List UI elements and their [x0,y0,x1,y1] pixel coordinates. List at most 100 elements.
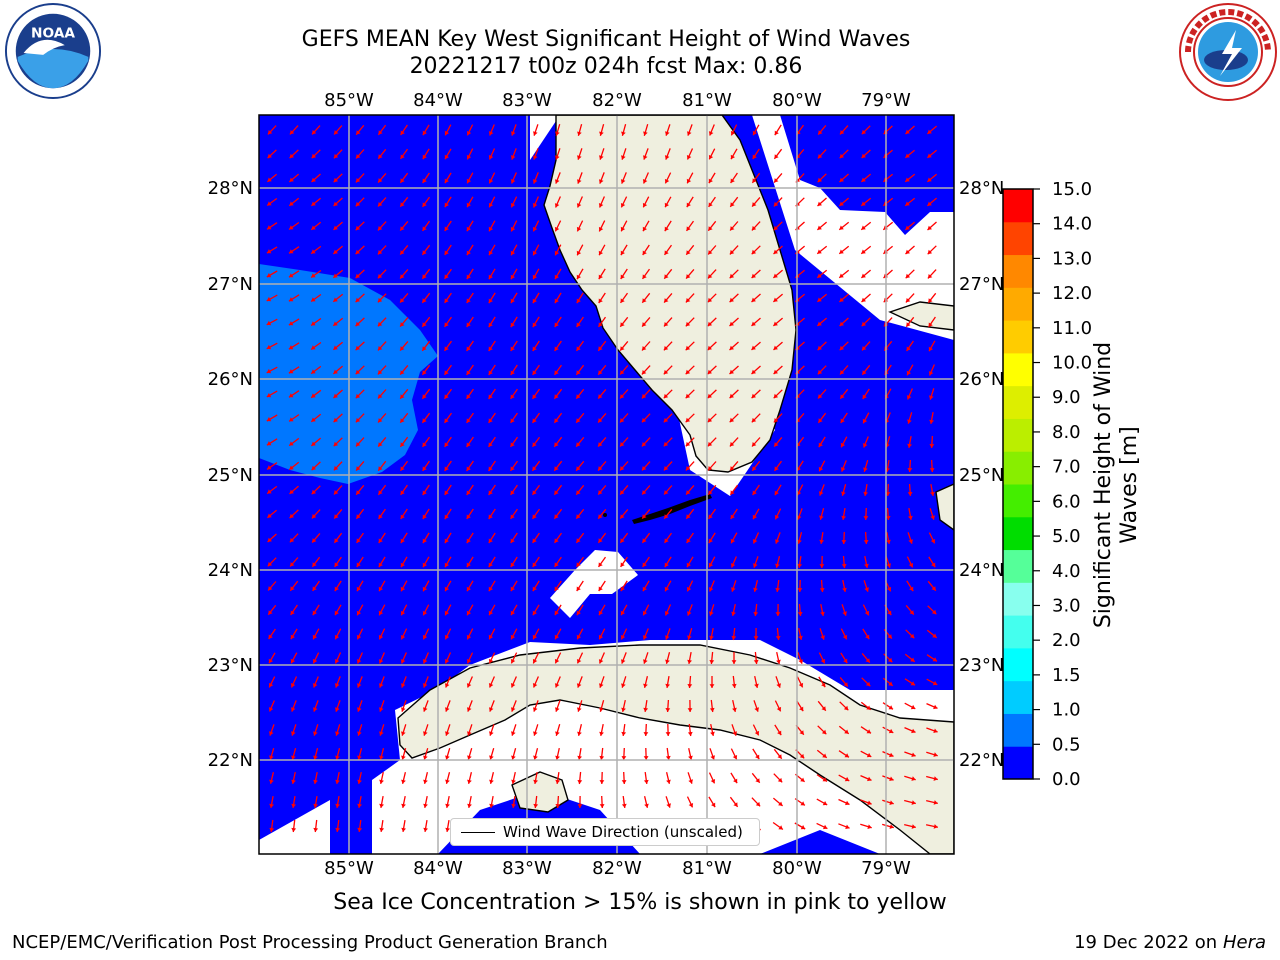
wave-direction-arrowhead [357,755,362,760]
wave-direction-arrowhead [333,345,338,350]
wave-direction-arrowhead [817,297,822,302]
wave-direction-arrowhead [269,755,274,760]
wave-direction-arrowhead [708,131,714,136]
wave-direction-arrowhead [466,634,472,640]
wave-direction-arrowhead [488,370,493,375]
wave-direction-arrowhead [642,202,648,208]
wave-direction-arrowhead [889,776,894,781]
wave-direction-arrowhead [334,610,339,616]
wave-direction-arrowhead [400,178,405,183]
wave-direction-arrowhead [532,346,537,351]
wave-direction-arrowhead [844,776,850,782]
wave-direction-arrowhead [642,490,647,495]
noaa-logo: NOAA [4,2,102,100]
wave-direction-arrowhead [753,563,758,568]
wave-direction-arrowhead [269,827,275,832]
colorbar-frame [1002,188,1034,780]
wave-direction-arrowhead [686,155,692,160]
wave-direction-arrowhead [800,825,806,830]
wave-direction-arrowhead [355,273,360,279]
wave-direction-arrowhead [444,202,449,208]
wave-direction-arrowhead [379,803,384,808]
wave-direction-arrowhead [466,298,471,303]
wave-direction-arrowhead [664,514,669,519]
wave-direction-arrowhead [267,561,273,567]
florida-keys [603,494,712,524]
wave-direction-arrowhead [268,682,274,688]
wave-direction-arrowhead [267,177,272,182]
wave-direction-arrowhead [800,801,805,806]
colorbar-tick-label: 0.0 [1052,769,1081,790]
wave-direction-arrowhead [643,131,648,136]
wave-direction-arrowhead [711,802,716,808]
wave-direction-arrowhead [905,273,911,279]
wave-direction-arrowhead [313,731,318,736]
wave-direction-arrowhead [554,298,559,304]
wave-direction-arrowhead [905,177,910,182]
wave-direction-arrowhead [311,489,317,495]
wave-direction-arrowhead [356,634,362,640]
wave-direction-arrowhead [599,131,604,136]
wave-direction-arrowhead [422,274,427,279]
wave-direction-arrowhead [752,514,757,520]
wave-direction-arrowhead [599,780,605,784]
wave-direction-arrowhead [752,539,758,544]
lat-tick-right: 28°N [959,178,1004,199]
wave-direction-arrowhead [466,683,472,688]
wave-direction-arrowhead [729,369,734,374]
wave-direction-arrowhead [621,780,627,784]
wave-direction-arrowhead [641,417,647,423]
wave-direction-arrowhead [887,657,893,663]
wave-direction-arrowhead [686,514,691,519]
wave-direction-arrowhead [532,538,537,543]
wave-direction-arrowhead [599,707,604,712]
wave-direction-arrowhead [598,634,604,640]
wave-direction-arrowhead [488,634,494,640]
wave-direction-arrowhead [577,755,582,760]
wave-direction-arrowhead [687,731,693,736]
colorbar-tick-label: 9.0 [1052,387,1081,408]
wave-direction-arrowhead [928,322,933,327]
wave-direction-arrowhead [466,154,472,160]
wave-direction-arrowhead [444,634,450,640]
wave-direction-arrowhead [641,370,647,375]
wave-direction-arrowhead [335,779,340,784]
wave-direction-arrowhead [909,610,914,615]
wave-direction-arrowhead [598,226,604,232]
wave-direction-arrowhead [729,321,734,326]
wave-direction-arrowhead [819,515,824,520]
wave-direction-arrowhead [335,707,340,712]
wave-direction-arrowhead [554,418,559,423]
lat-tick-right: 24°N [959,560,1004,581]
wave-direction-arrowhead [333,297,338,302]
wave-direction-arrowhead [511,803,516,808]
wave-direction-arrowhead [685,466,691,471]
wave-direction-arrowhead [466,418,471,423]
wave-direction-arrowhead [686,274,691,279]
colorbar-swatch [1003,647,1033,682]
colorbar-swatch [1003,287,1033,321]
map-legend: Wind Wave Direction (unscaled) [450,818,760,846]
wave-direction-arrowhead [357,683,362,688]
lon-tick-top: 79°W [861,90,911,111]
wave-direction-arrowhead [489,779,494,784]
wave-direction-arrowhead [905,129,910,134]
wave-direction-arrowhead [357,731,362,736]
wave-direction-arrowhead [378,562,383,568]
wave-direction-arrowhead [819,564,825,568]
wave-direction-arrowhead [290,586,295,591]
wave-direction-arrowhead [817,321,822,326]
wave-direction-arrowhead [444,322,449,327]
wave-direction-arrowhead [401,779,406,784]
wave-direction-arrowhead [599,804,605,808]
wave-direction-arrowhead [489,755,494,760]
wave-direction-arrowhead [641,393,647,399]
wave-direction-arrowhead [554,322,559,327]
wave-direction-arrowhead [466,610,472,616]
wave-direction-arrowhead [356,130,361,135]
wave-direction-arrowhead [555,755,560,760]
map-area [259,115,954,854]
wave-direction-arrowhead [532,250,538,256]
wave-direction-arrowhead [643,707,649,712]
wave-direction-arrowhead [422,130,427,136]
